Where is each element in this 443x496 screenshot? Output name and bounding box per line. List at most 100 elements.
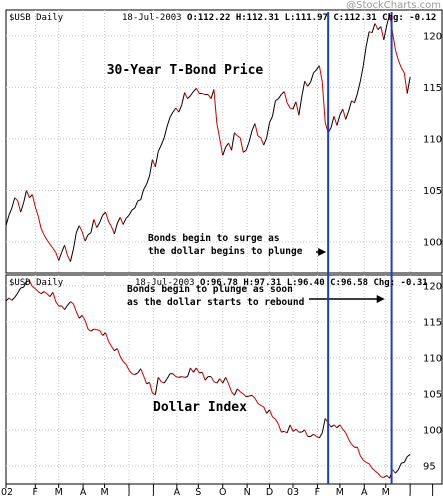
bond-price-segment — [257, 135, 262, 139]
dollar-price-segment — [216, 378, 221, 384]
bond-ytick-label: 100 — [423, 238, 442, 249]
bond-price-segment — [26, 190, 30, 198]
dollar-price-segment — [395, 469, 399, 474]
dollar-ytick-label: 120 — [423, 281, 442, 292]
bond-change: Chg: -0.12 — [382, 13, 437, 23]
dollar-price-segment — [52, 292, 57, 302]
dollar-price-segment — [213, 381, 218, 384]
dollar-price-segment — [283, 430, 288, 434]
dollar-price-segment — [274, 418, 279, 425]
bond-price-segment — [330, 116, 335, 128]
bond-price-segment — [143, 184, 148, 190]
dollar-price-segment — [225, 377, 230, 385]
dollar-price-segment — [187, 367, 191, 377]
bond-price-segment — [318, 65, 323, 83]
dollar-price-segment — [49, 292, 54, 297]
dollar-price-segment — [40, 291, 45, 295]
bond-price-segment — [78, 225, 83, 232]
dollar-price-segment — [204, 376, 209, 381]
dollar-price-segment — [406, 454, 411, 458]
bond-price-segment — [172, 107, 177, 113]
bond-annotation-line: Bonds begin to surge as — [148, 233, 280, 244]
bond-price-segment — [125, 214, 130, 219]
xtick-label: M — [382, 487, 390, 496]
dollar-price-segment — [348, 439, 353, 445]
dollar-price-segment — [281, 430, 285, 433]
bond-price-segment — [213, 89, 218, 124]
bond-price-segment — [234, 132, 238, 137]
dollar-price-segment — [272, 416, 276, 420]
dollar-change: Chg: -0.31 — [373, 278, 428, 288]
bond-price-segment — [119, 217, 124, 225]
dollar-arrow-head — [376, 295, 385, 303]
bond-price-segment — [392, 32, 396, 51]
dollar-price-segment — [401, 461, 405, 464]
dollar-price-segment — [374, 470, 379, 474]
dollar-low: L:96.40 — [286, 278, 325, 288]
dollar-price-segment — [260, 404, 264, 408]
dollar-price-segment — [61, 305, 65, 310]
bond-price-segment — [313, 69, 317, 74]
dollar-open: O:96.78 — [200, 278, 238, 288]
xtick-label: O — [219, 487, 226, 496]
bond-price-segment — [295, 101, 300, 116]
bond-price-segment — [166, 117, 171, 127]
dollar-price-segment — [321, 418, 326, 433]
bond-price-segment — [72, 232, 77, 250]
dollar-price-segment — [277, 424, 282, 433]
bond-price-segment — [58, 252, 63, 261]
dollar-price-segment — [359, 455, 364, 461]
dollar-price-segment — [318, 432, 323, 439]
bond-price-segment — [17, 200, 22, 213]
bond-price-segment — [23, 190, 27, 203]
dollar-price-segment — [78, 315, 83, 319]
dollar-price-segment — [143, 375, 148, 384]
bond-low: L:111.97 — [284, 13, 328, 23]
bond-price-segment — [43, 234, 48, 241]
dollar-price-segment — [140, 368, 145, 377]
xtick-label: J — [151, 487, 155, 496]
dollar-price-segment — [34, 288, 39, 292]
bond-price-segment — [202, 93, 206, 96]
bond-price-segment — [157, 144, 162, 152]
bond-date: 18-Jul-2003 — [122, 13, 182, 23]
bond-ytick-label: 115 — [423, 83, 442, 94]
bond-price-segment — [283, 91, 288, 103]
bond-price-segment — [263, 137, 268, 146]
bond-price-segment — [64, 245, 68, 256]
dollar-price-segment — [289, 424, 294, 432]
dollar-price-segment — [20, 286, 24, 289]
bond-price-segment — [108, 221, 112, 227]
bond-price-segment — [374, 23, 379, 30]
dollar-price-segment — [342, 428, 347, 434]
dollar-ytick-label: 105 — [423, 389, 442, 400]
dollar-price-segment — [254, 397, 259, 404]
bond-price-segment — [368, 31, 373, 34]
dollar-price-segment — [330, 424, 335, 428]
dollar-price-segment — [371, 467, 376, 472]
bond-ytick-label: 120 — [423, 31, 442, 42]
bond-price-segment — [228, 142, 232, 151]
dollar-price-segment — [119, 356, 124, 362]
dollar-annotation-line: as the dollar starts to rebound — [127, 297, 305, 308]
dollar-price-segment — [23, 281, 27, 288]
dollar-price-segment — [228, 383, 232, 392]
bond-price-segment — [128, 209, 133, 216]
bond-price-segment — [149, 159, 153, 177]
xtick-label: M — [336, 487, 344, 496]
dollar-price-segment — [339, 424, 344, 430]
dollar-annotation-line: Bonds begin to plunge as soon — [127, 284, 293, 295]
bond-open: O:112.22 — [187, 13, 231, 23]
dollar-price-segment — [239, 391, 244, 395]
dollar-title: Dollar Index — [153, 400, 247, 415]
bond-price-segment — [190, 91, 194, 96]
dollar-price-segment — [246, 395, 250, 398]
bond-price-segment — [207, 94, 212, 99]
dollar-price-segment — [231, 391, 235, 396]
dollar-ytick-label: 110 — [423, 353, 442, 364]
dollar-price-segment — [46, 293, 51, 297]
bond-price-segment — [251, 123, 256, 131]
dollar-price-segment — [345, 432, 350, 440]
bond-price-segment — [160, 137, 165, 146]
dollar-price-segment — [377, 472, 382, 478]
